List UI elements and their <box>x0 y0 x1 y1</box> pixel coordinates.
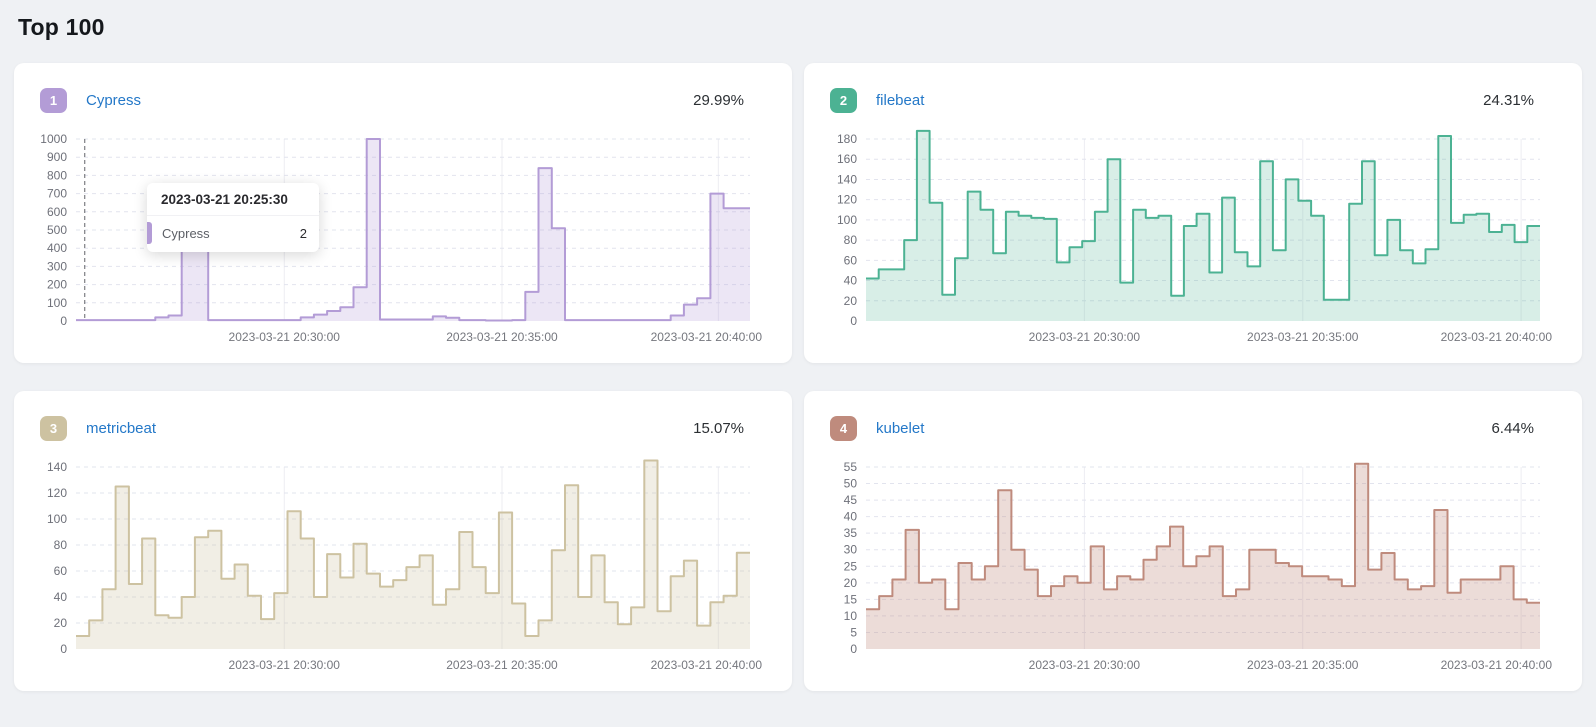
svg-text:20: 20 <box>844 576 858 590</box>
percent-value: 29.99% <box>693 92 744 109</box>
chart-tooltip: 2023-03-21 20:25:30 Cypress 2 <box>147 183 319 252</box>
svg-text:30: 30 <box>844 543 858 557</box>
svg-text:2023-03-21 20:30:00: 2023-03-21 20:30:00 <box>229 658 341 672</box>
chart-card-metricbeat: 3 metricbeat 15.07% 0 20 40 60 80 100 120 140 20… <box>14 391 792 691</box>
svg-text:0: 0 <box>850 642 857 656</box>
percent-value: 6.44% <box>1491 420 1534 437</box>
svg-text:25: 25 <box>844 559 858 573</box>
svg-text:5: 5 <box>850 625 857 639</box>
svg-text:600: 600 <box>47 205 67 219</box>
svg-text:0: 0 <box>850 314 857 328</box>
tooltip-series-label: Cypress <box>162 225 210 241</box>
svg-text:1000: 1000 <box>40 132 67 146</box>
svg-text:2023-03-21 20:30:00: 2023-03-21 20:30:00 <box>1029 330 1141 344</box>
rank-badge: 2 <box>830 88 857 113</box>
svg-text:100: 100 <box>47 296 67 310</box>
area-chart-filebeat[interactable]: 0 20 40 60 80 100 120 140 160 180 2023-03-21 20:30… <box>810 125 1554 365</box>
chart-svg: 0 20 40 60 80 100 120 140 160 180 2023-03-21 20:30… <box>837 129 1553 344</box>
svg-text:55: 55 <box>844 460 858 474</box>
svg-text:20: 20 <box>844 294 858 308</box>
svg-text:2023-03-21 20:30:00: 2023-03-21 20:30:00 <box>1029 658 1141 672</box>
svg-text:40: 40 <box>844 510 858 524</box>
svg-text:2023-03-21 20:35:00: 2023-03-21 20:35:00 <box>1247 330 1359 344</box>
svg-text:100: 100 <box>47 512 67 526</box>
svg-text:2023-03-21 20:30:00: 2023-03-21 20:30:00 <box>229 330 341 344</box>
svg-text:80: 80 <box>844 233 858 247</box>
svg-text:140: 140 <box>837 172 857 186</box>
tooltip-timestamp: 2023-03-21 20:25:30 <box>161 192 288 207</box>
svg-text:45: 45 <box>844 493 858 507</box>
svg-text:400: 400 <box>47 241 67 255</box>
card-header: 1 Cypress 29.99% <box>14 63 792 113</box>
percent-value: 15.07% <box>693 420 744 437</box>
area-chart-kubelet[interactable]: 0 5 10 15 20 25 30 35 40 45 50 55 2023-03-21 20:30:0… <box>810 453 1554 693</box>
tooltip-series-value: 2 <box>299 225 307 241</box>
svg-text:120: 120 <box>837 193 857 207</box>
svg-text:35: 35 <box>844 526 858 540</box>
svg-text:500: 500 <box>47 223 67 237</box>
svg-text:20: 20 <box>54 616 68 630</box>
svg-text:80: 80 <box>54 538 68 552</box>
svg-text:2023-03-21 20:35:00: 2023-03-21 20:35:00 <box>446 658 558 672</box>
svg-text:200: 200 <box>47 278 67 292</box>
area-chart-metricbeat[interactable]: 0 20 40 60 80 100 120 140 2023-03-21 20:30:00 202… <box>20 453 764 693</box>
series-name-link[interactable]: Cypress <box>86 92 142 109</box>
svg-text:120: 120 <box>47 486 67 500</box>
svg-text:15: 15 <box>844 592 858 606</box>
card-header: 2 filebeat 24.31% <box>804 63 1582 113</box>
chart-svg: 0 20 40 60 80 100 120 140 2023-03-21 20:30:00 202… <box>47 459 763 672</box>
chart-card-kubelet: 4 kubelet 6.44% 0 5 10 15 20 25 30 35 40 45 50 55 20… <box>804 391 1582 691</box>
chart-card-filebeat: 2 filebeat 24.31% 0 20 40 60 80 100 120 140 160 1… <box>804 63 1582 363</box>
rank-badge: 3 <box>40 416 67 441</box>
tooltip-series-row: Cypress 2 <box>147 215 319 252</box>
svg-text:60: 60 <box>54 564 68 578</box>
rank-badge: 1 <box>40 88 67 113</box>
svg-text:2023-03-21 20:40:00: 2023-03-21 20:40:00 <box>651 330 763 344</box>
series-name-link[interactable]: metricbeat <box>86 420 157 437</box>
svg-text:100: 100 <box>837 213 857 227</box>
svg-text:2023-03-21 20:40:00: 2023-03-21 20:40:00 <box>651 658 763 672</box>
svg-text:0: 0 <box>60 642 67 656</box>
chart-svg: 0 5 10 15 20 25 30 35 40 45 50 55 2023-03-21 20:30:0… <box>844 460 1553 672</box>
svg-text:2023-03-21 20:40:00: 2023-03-21 20:40:00 <box>1441 658 1553 672</box>
area-chart-cypress[interactable]: 0 100 200 300 400 500 600 700 800 900 1000 2023-03-… <box>20 125 764 365</box>
svg-text:2023-03-21 20:35:00: 2023-03-21 20:35:00 <box>446 330 558 344</box>
svg-text:160: 160 <box>837 152 857 166</box>
card-header: 4 kubelet 6.44% <box>804 391 1582 441</box>
page-title: Top 100 <box>18 14 105 40</box>
svg-text:2023-03-21 20:35:00: 2023-03-21 20:35:00 <box>1247 658 1359 672</box>
percent-value: 24.31% <box>1483 92 1534 109</box>
svg-text:0: 0 <box>60 314 67 328</box>
chart-svg: 0 100 200 300 400 500 600 700 800 900 1000 2023-03-… <box>40 132 763 344</box>
svg-text:40: 40 <box>54 590 68 604</box>
svg-text:60: 60 <box>844 253 858 267</box>
cards-grid: 1 Cypress 29.99% 0 100 200 300 400 500 600 700 8… <box>0 63 1596 691</box>
svg-text:10: 10 <box>844 609 858 623</box>
svg-text:180: 180 <box>837 132 857 146</box>
svg-text:300: 300 <box>47 259 67 273</box>
rank-badge: 4 <box>830 416 857 441</box>
svg-text:700: 700 <box>47 187 67 201</box>
svg-text:50: 50 <box>844 477 858 491</box>
chart-card-cypress: 1 Cypress 29.99% 0 100 200 300 400 500 600 700 8… <box>14 63 792 363</box>
series-name-link[interactable]: kubelet <box>876 420 925 437</box>
svg-text:2023-03-21 20:40:00: 2023-03-21 20:40:00 <box>1441 330 1553 344</box>
svg-text:40: 40 <box>844 274 858 288</box>
svg-text:140: 140 <box>47 460 67 474</box>
series-name-link[interactable]: filebeat <box>876 92 925 109</box>
svg-text:800: 800 <box>47 168 67 182</box>
tooltip-series-marker <box>147 222 152 244</box>
card-header: 3 metricbeat 15.07% <box>14 391 792 441</box>
svg-text:900: 900 <box>47 150 67 164</box>
